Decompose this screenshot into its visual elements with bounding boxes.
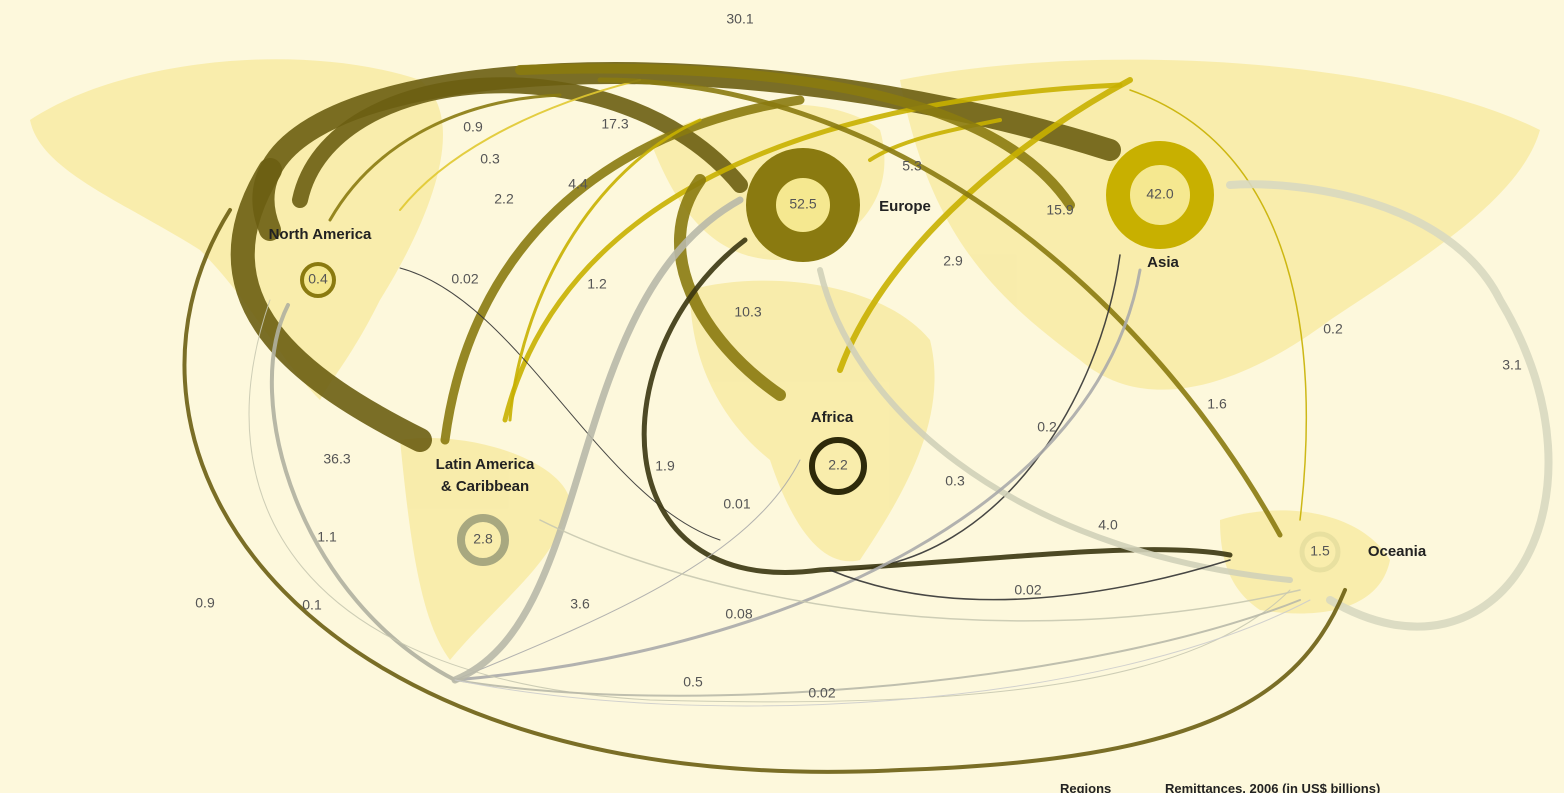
flow-label: 0.08	[725, 606, 752, 622]
south-america-land	[400, 438, 570, 660]
flow-arrow	[817, 267, 1293, 583]
flow-arrow	[597, 77, 1283, 538]
legend-remittances: Remittances, 2006 (in US$ billions)	[1165, 781, 1380, 793]
flow-label: 0.02	[451, 271, 478, 287]
region-name: Asia	[1147, 254, 1179, 271]
flow-arrow	[1129, 89, 1308, 521]
flow-arrow	[248, 299, 1291, 703]
flow-arrow	[829, 559, 1231, 601]
flow-label: 0.2	[1323, 321, 1343, 337]
region-intra-value: 1.5	[1310, 543, 1330, 559]
flow-label: 30.1	[726, 11, 753, 27]
flow-arrow	[849, 254, 1121, 571]
flow-arrow	[539, 519, 1301, 622]
flow-label: 1.2	[587, 276, 607, 292]
flow-arrow	[399, 267, 721, 541]
flow-label: 5.3	[902, 158, 922, 174]
flow-arrow	[515, 63, 1075, 210]
flow-arrow	[454, 459, 801, 681]
flow-label: 0.1	[302, 597, 322, 613]
region-intra-value: 2.2	[828, 457, 848, 473]
flow-label: 4.0	[1098, 517, 1118, 533]
flow-label: 2.9	[943, 253, 963, 269]
region-ring	[746, 148, 860, 262]
region-ring	[300, 262, 336, 298]
flow-label: 0.02	[1014, 582, 1041, 598]
flow-label: 1.6	[1207, 396, 1227, 412]
flow-arrow	[230, 158, 432, 452]
flow-label: 3.1	[1502, 357, 1522, 373]
flow-label: 17.3	[601, 116, 628, 132]
region-ring	[809, 437, 867, 495]
flow-arrow	[454, 599, 1311, 707]
flow-arrow	[451, 196, 744, 684]
flow-arrow	[328, 93, 562, 222]
region-intra-value: 42.0	[1146, 186, 1173, 202]
flow-label: 1.1	[317, 529, 337, 545]
flow-arrow	[454, 599, 1301, 697]
flow-label: 0.2	[1037, 419, 1057, 435]
flow-label: 2.2	[494, 191, 514, 207]
region-ring	[457, 514, 509, 566]
flow-label: 0.3	[945, 473, 965, 489]
africa-land	[690, 280, 935, 562]
flow-label: 0.3	[480, 151, 500, 167]
flow-arrow	[182, 208, 1347, 774]
flow-label: 15.9	[1046, 202, 1073, 218]
flow-label: 0.9	[463, 119, 483, 135]
region-intra-value: 0.4	[308, 271, 328, 287]
region-ring	[1106, 141, 1214, 249]
flow-arrow	[399, 79, 641, 211]
region-name: Latin America	[436, 456, 535, 473]
legend-regions: Regions	[1060, 781, 1111, 793]
flow-label: 0.9	[195, 595, 215, 611]
regions: 0.4 North America 2.8 Latin America & Caribb…	[269, 141, 1427, 573]
flow-arrow	[1226, 180, 1553, 631]
flow-arrow	[868, 118, 1002, 162]
flow-label: 1.9	[655, 458, 675, 474]
region-intra-value: 2.8	[473, 531, 493, 547]
flow-label: 0.02	[808, 685, 835, 701]
flow-label: 36.3	[323, 451, 350, 467]
region-ring	[1299, 531, 1341, 573]
region-intra-value: 52.5	[789, 196, 816, 212]
region-name: North America	[269, 226, 372, 243]
flow-arrow	[502, 82, 1123, 423]
flows	[182, 62, 1553, 774]
flow-label: 3.6	[570, 596, 590, 612]
region-name: & Caribbean	[441, 478, 529, 495]
region-name: Africa	[811, 409, 854, 426]
flow-arrow	[508, 118, 702, 422]
flow-arrow	[837, 77, 1133, 373]
flow-label: 4.4	[568, 176, 588, 192]
flow-label: 0.01	[723, 496, 750, 512]
region-name: Oceania	[1368, 543, 1427, 560]
flow-label: 10.3	[734, 304, 761, 320]
flow-arrow	[440, 95, 805, 445]
flow-arrow	[453, 268, 1142, 682]
region-name: Europe	[879, 198, 931, 215]
flow-label: 0.5	[683, 674, 703, 690]
flow-arrow	[641, 237, 1233, 575]
